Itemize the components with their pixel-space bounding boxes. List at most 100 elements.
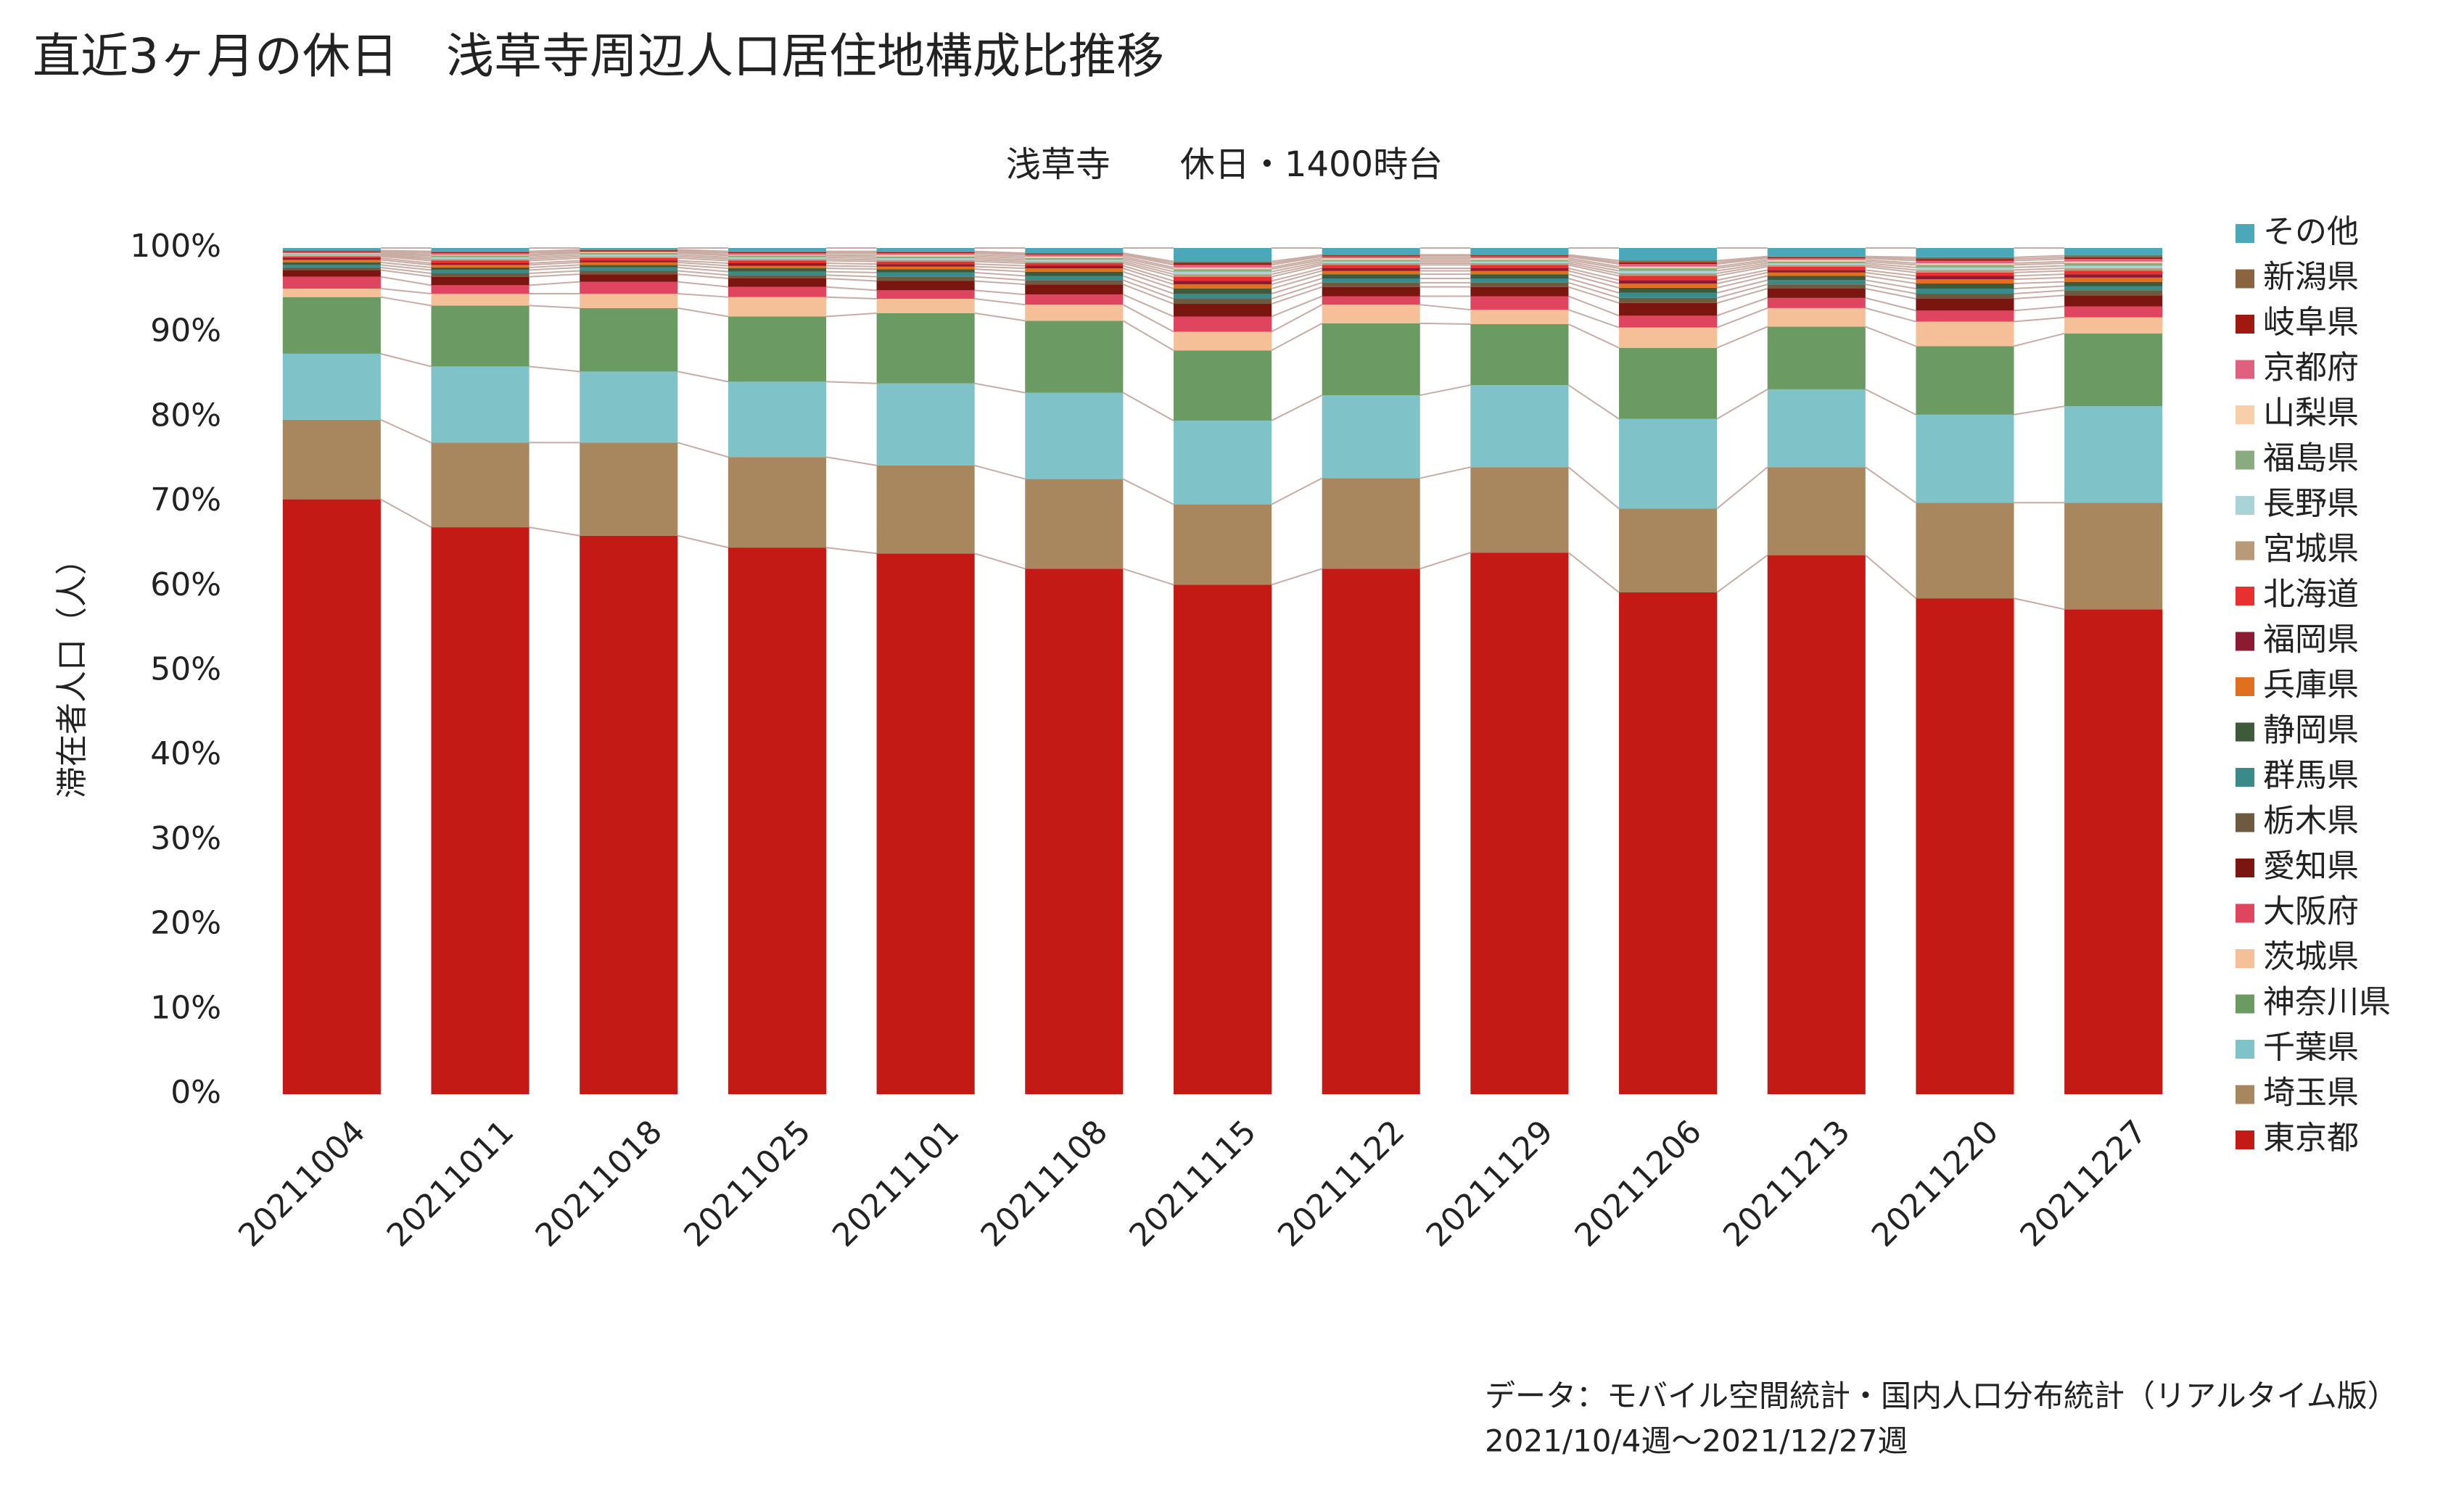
connector-line xyxy=(677,255,728,260)
bar-segment xyxy=(431,273,530,277)
bar-segment xyxy=(2064,248,2163,256)
legend-swatch xyxy=(2236,1040,2254,1059)
bar-segment xyxy=(2064,290,2163,296)
connector-line xyxy=(2014,268,2065,271)
bar-segment xyxy=(1025,260,1124,262)
connector-line xyxy=(1716,326,1768,349)
bar-segment xyxy=(282,265,381,268)
bar-segment xyxy=(1025,392,1124,479)
legend-label: 茨城県 xyxy=(2263,938,2359,975)
chart-title: 直近3ヶ月の休日 浅草寺周辺人口居住地構成比推移 xyxy=(33,28,1164,84)
bar-segment xyxy=(1025,248,1124,254)
connector-line xyxy=(1717,255,1768,262)
bar-segment xyxy=(1173,294,1272,299)
y-tick-label: 30% xyxy=(150,820,221,857)
bar-segment xyxy=(580,262,678,265)
bar-segment xyxy=(1025,568,1124,1094)
bar-segment xyxy=(282,270,381,277)
connector-line xyxy=(825,312,877,318)
bar-segment xyxy=(1322,260,1420,262)
connector-line xyxy=(1716,275,1768,289)
x-tick-label: 20211213 xyxy=(1716,1113,1857,1254)
bar-segment xyxy=(2064,406,2163,503)
legend-label: 栃木県 xyxy=(2263,803,2359,840)
connector-line xyxy=(1568,268,1620,281)
bar-segment xyxy=(1916,270,2014,273)
connector-line xyxy=(1568,254,1620,262)
connector-line xyxy=(380,266,432,275)
x-tick-label: 20211101 xyxy=(825,1113,966,1254)
connector-line xyxy=(1717,257,1768,265)
bar-segment xyxy=(728,316,826,382)
connector-line xyxy=(1271,257,1322,268)
legend-label: 群馬県 xyxy=(2263,757,2359,794)
bar-segment xyxy=(431,527,530,1094)
connector-line xyxy=(1568,257,1620,268)
connector-line xyxy=(1271,259,1322,270)
bar-segment xyxy=(431,442,530,528)
connector-line xyxy=(380,264,432,271)
bar-segment xyxy=(1916,263,2014,265)
connector-line xyxy=(1865,466,1916,504)
connector-line xyxy=(1271,262,1322,276)
connector-line xyxy=(1716,262,1768,272)
connector-line xyxy=(2014,285,2065,290)
connector-line xyxy=(1123,260,1174,276)
bar-segment xyxy=(728,259,826,261)
bar-segment xyxy=(282,258,381,260)
bar-segment xyxy=(1322,261,1420,264)
connector-line xyxy=(380,296,432,307)
connector-line xyxy=(1716,264,1768,274)
connector-line xyxy=(1568,309,1620,328)
connector-line xyxy=(529,255,580,260)
bar-segment xyxy=(1025,265,1124,269)
connector-line xyxy=(1865,260,1916,266)
bar-segment xyxy=(1173,304,1272,317)
y-tick-label: 70% xyxy=(150,481,221,518)
x-tick-label: 20211025 xyxy=(677,1113,817,1254)
bar-segment xyxy=(1173,274,1272,277)
connector-line xyxy=(1568,260,1620,272)
connector-line xyxy=(1271,281,1322,299)
connector-line xyxy=(1716,554,1768,593)
y-tick-label: 10% xyxy=(150,989,221,1026)
y-tick-label: 40% xyxy=(150,735,221,772)
connector-line xyxy=(677,442,729,458)
connector-line xyxy=(2014,260,2065,265)
legend-swatch xyxy=(2236,813,2254,832)
connector-line xyxy=(1123,253,1174,264)
connector-line xyxy=(1865,554,1917,599)
bar-segment xyxy=(1619,508,1718,592)
legend-label: 北海道 xyxy=(2263,576,2359,613)
bar-segment xyxy=(580,281,678,294)
connector-line xyxy=(380,255,432,260)
bar-segment xyxy=(728,271,826,276)
bar-segment xyxy=(1025,276,1124,281)
bar-segment xyxy=(1767,326,1866,389)
bar-segment xyxy=(431,252,530,254)
bar-segment xyxy=(580,267,678,271)
connector-line xyxy=(825,258,877,261)
y-tick-label: 90% xyxy=(150,313,221,350)
bar-segment xyxy=(580,274,678,282)
legend-swatch xyxy=(2236,315,2254,334)
connector-line xyxy=(825,456,877,466)
connector-line xyxy=(1716,265,1768,277)
bar-segment xyxy=(1619,248,1718,261)
connector-line xyxy=(1568,286,1620,304)
bar-segment xyxy=(1767,257,1866,259)
bar-segment xyxy=(1025,255,1124,257)
connector-line xyxy=(380,418,432,444)
connector-line xyxy=(1865,284,1916,295)
connector-line xyxy=(974,464,1026,480)
connector-line xyxy=(1865,264,1916,271)
connector-line xyxy=(1420,384,1471,397)
connector-line xyxy=(1716,269,1768,281)
connector-line xyxy=(1716,389,1768,420)
bar-segment xyxy=(1173,276,1272,281)
bar-segment xyxy=(1173,350,1272,421)
bar-segment xyxy=(1322,286,1420,297)
connector-line xyxy=(2014,289,2065,295)
connector-line xyxy=(974,259,1026,262)
bar-segment xyxy=(1470,282,1569,287)
